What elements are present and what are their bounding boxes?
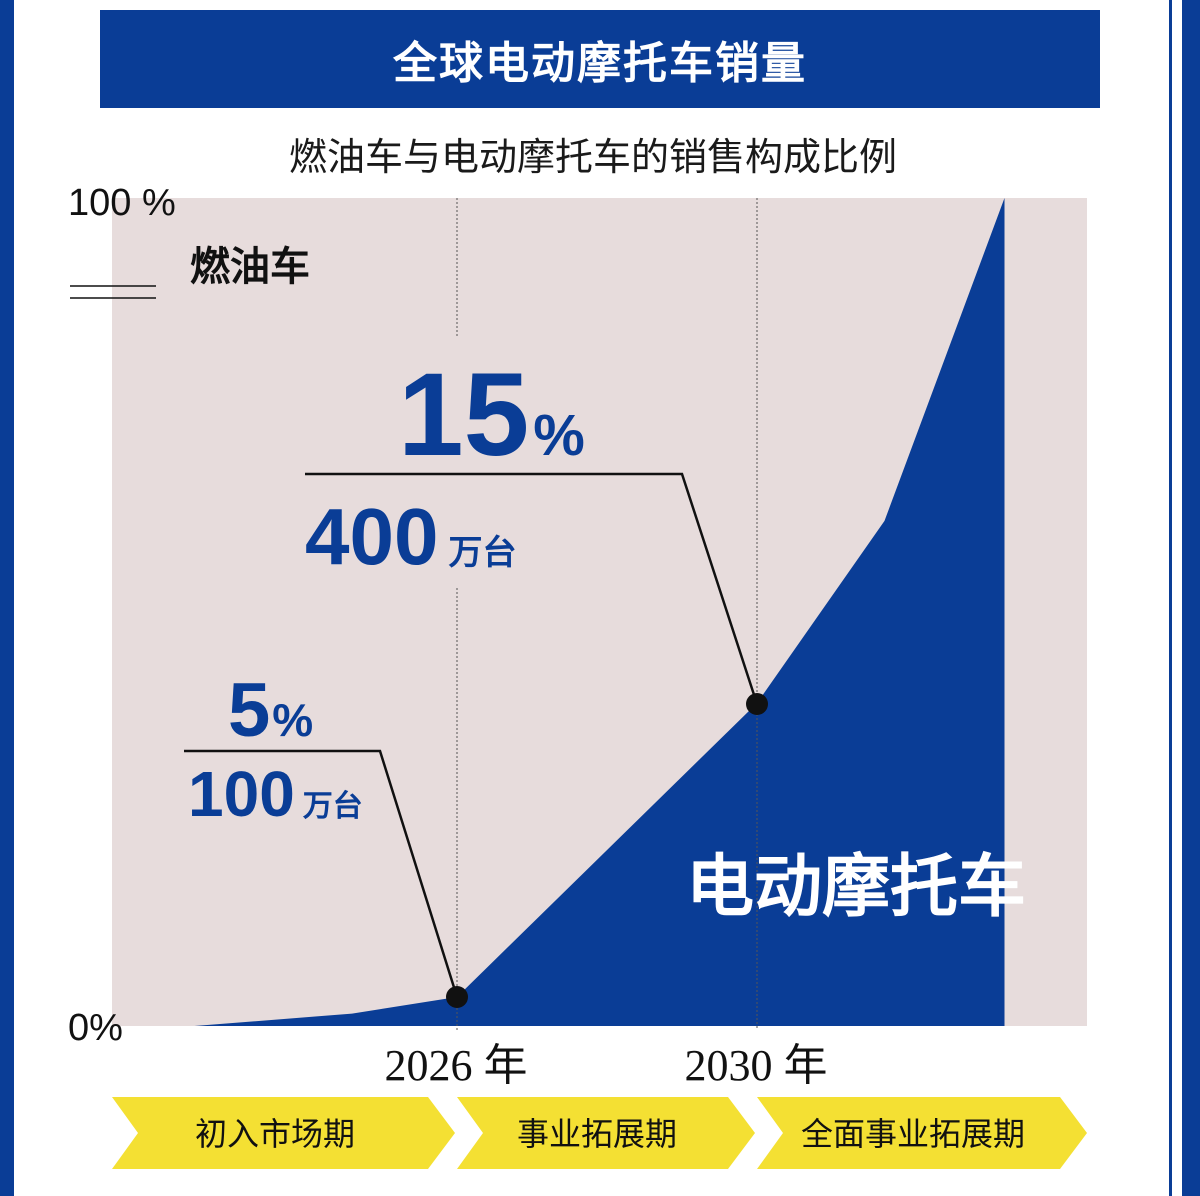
chart-title: 全球电动摩托车销量 (393, 38, 807, 89)
annotation-2030-leader (305, 472, 759, 705)
electric-motorcycle-label: 电动摩托车 (686, 848, 1026, 927)
phase-arrow-2 (457, 1097, 755, 1169)
annotation-2030-volume: 400 万台 (305, 492, 516, 581)
title-banner: 全球电动摩托车销量 (100, 10, 1100, 108)
annotation-2026-leader (184, 749, 459, 998)
x-tick-2026: 2026 年 (385, 1041, 528, 1090)
phase-label-3: 全面事业拓展期 (801, 1115, 1025, 1153)
gas-vehicle-label: 燃油车 (190, 244, 310, 290)
data-point-2030 (746, 693, 768, 715)
right-frame-bar (1182, 0, 1200, 1196)
phase-arrow-1 (112, 1097, 455, 1169)
annotation-2030-share: 15% (398, 349, 585, 481)
left-frame-bar (0, 0, 14, 1196)
phase-arrow-3 (757, 1097, 1087, 1169)
data-point-2026 (446, 986, 468, 1008)
annotation-2026-volume: 100 万台 (188, 758, 363, 830)
electric-motorcycle-area (194, 198, 1005, 1026)
chart-subtitle: 燃油车与电动摩托车的销售构成比例 (288, 135, 897, 179)
annotation-2026-share: 5% (228, 668, 313, 753)
x-tick-2030: 2030 年 (685, 1041, 828, 1090)
y-tick-0: 0% (68, 1007, 123, 1049)
phase-label-2: 事业拓展期 (517, 1115, 677, 1153)
phase-label-1: 初入市场期 (195, 1115, 355, 1153)
right-frame-line (1169, 0, 1172, 1196)
y-tick-100: 100 % (68, 182, 176, 224)
